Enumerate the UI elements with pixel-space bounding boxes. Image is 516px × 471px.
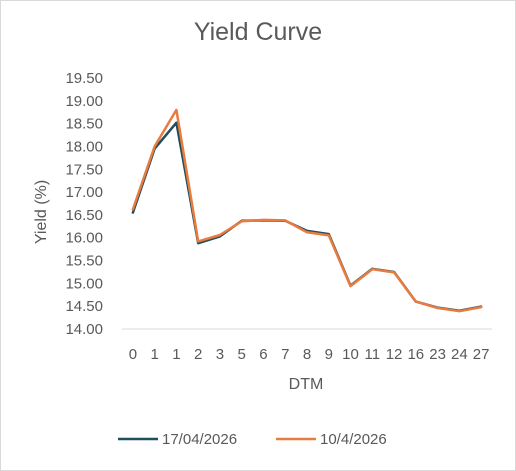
legend-label: 10/4/2026 xyxy=(320,431,387,448)
x-tick-label: 1 xyxy=(172,346,180,363)
series-line-1 xyxy=(131,121,483,312)
x-tick-label: 24 xyxy=(451,346,468,363)
y-tick-label: 14.50 xyxy=(65,298,103,315)
x-tick-label: 12 xyxy=(386,346,403,363)
legend: 17/04/2026 10/4/2026 xyxy=(118,431,387,448)
chart-title: Yield Curve xyxy=(193,18,323,46)
y-axis-title: Yield (%) xyxy=(33,180,50,244)
y-tick-label: 19.50 xyxy=(65,70,103,87)
x-tick-label: 10 xyxy=(342,346,359,363)
series-line-2 xyxy=(131,108,483,313)
y-tick-label: 16.00 xyxy=(65,230,103,247)
x-tick-label: 23 xyxy=(429,346,446,363)
x-tick-label: 6 xyxy=(259,346,267,363)
x-axis-ticks: 0 1 1 2 3 5 6 7 8 9 10 11 12 16 23 24 27 xyxy=(129,346,490,363)
x-axis-title: DTM xyxy=(289,376,324,393)
x-tick-label: 0 xyxy=(129,346,137,363)
y-tick-label: 15.50 xyxy=(65,253,103,270)
x-tick-label: 11 xyxy=(365,346,381,363)
y-tick-label: 18.50 xyxy=(65,116,103,133)
x-tick-label: 9 xyxy=(325,346,333,363)
y-tick-label: 15.00 xyxy=(65,275,103,292)
x-tick-label: 2 xyxy=(194,346,202,363)
y-tick-label: 17.00 xyxy=(65,184,103,201)
x-tick-label: 16 xyxy=(407,346,424,363)
y-tick-label: 19.00 xyxy=(65,93,103,110)
series-lines xyxy=(131,108,483,313)
x-tick-label: 3 xyxy=(216,346,224,363)
x-tick-label: 5 xyxy=(238,346,246,363)
y-tick-label: 14.00 xyxy=(65,321,103,338)
y-tick-label: 18.00 xyxy=(65,138,103,155)
y-axis-ticks: 14.00 14.50 15.00 15.50 16.00 16.50 17.00 17.50… xyxy=(65,70,103,338)
x-tick-label: 7 xyxy=(281,346,289,363)
x-tick-label: 8 xyxy=(303,346,311,363)
x-tick-label: 1 xyxy=(150,346,158,363)
y-tick-label: 17.50 xyxy=(65,161,103,178)
legend-label: 17/04/2026 xyxy=(162,431,237,448)
y-tick-label: 16.50 xyxy=(65,207,103,224)
x-tick-label: 27 xyxy=(473,346,490,363)
